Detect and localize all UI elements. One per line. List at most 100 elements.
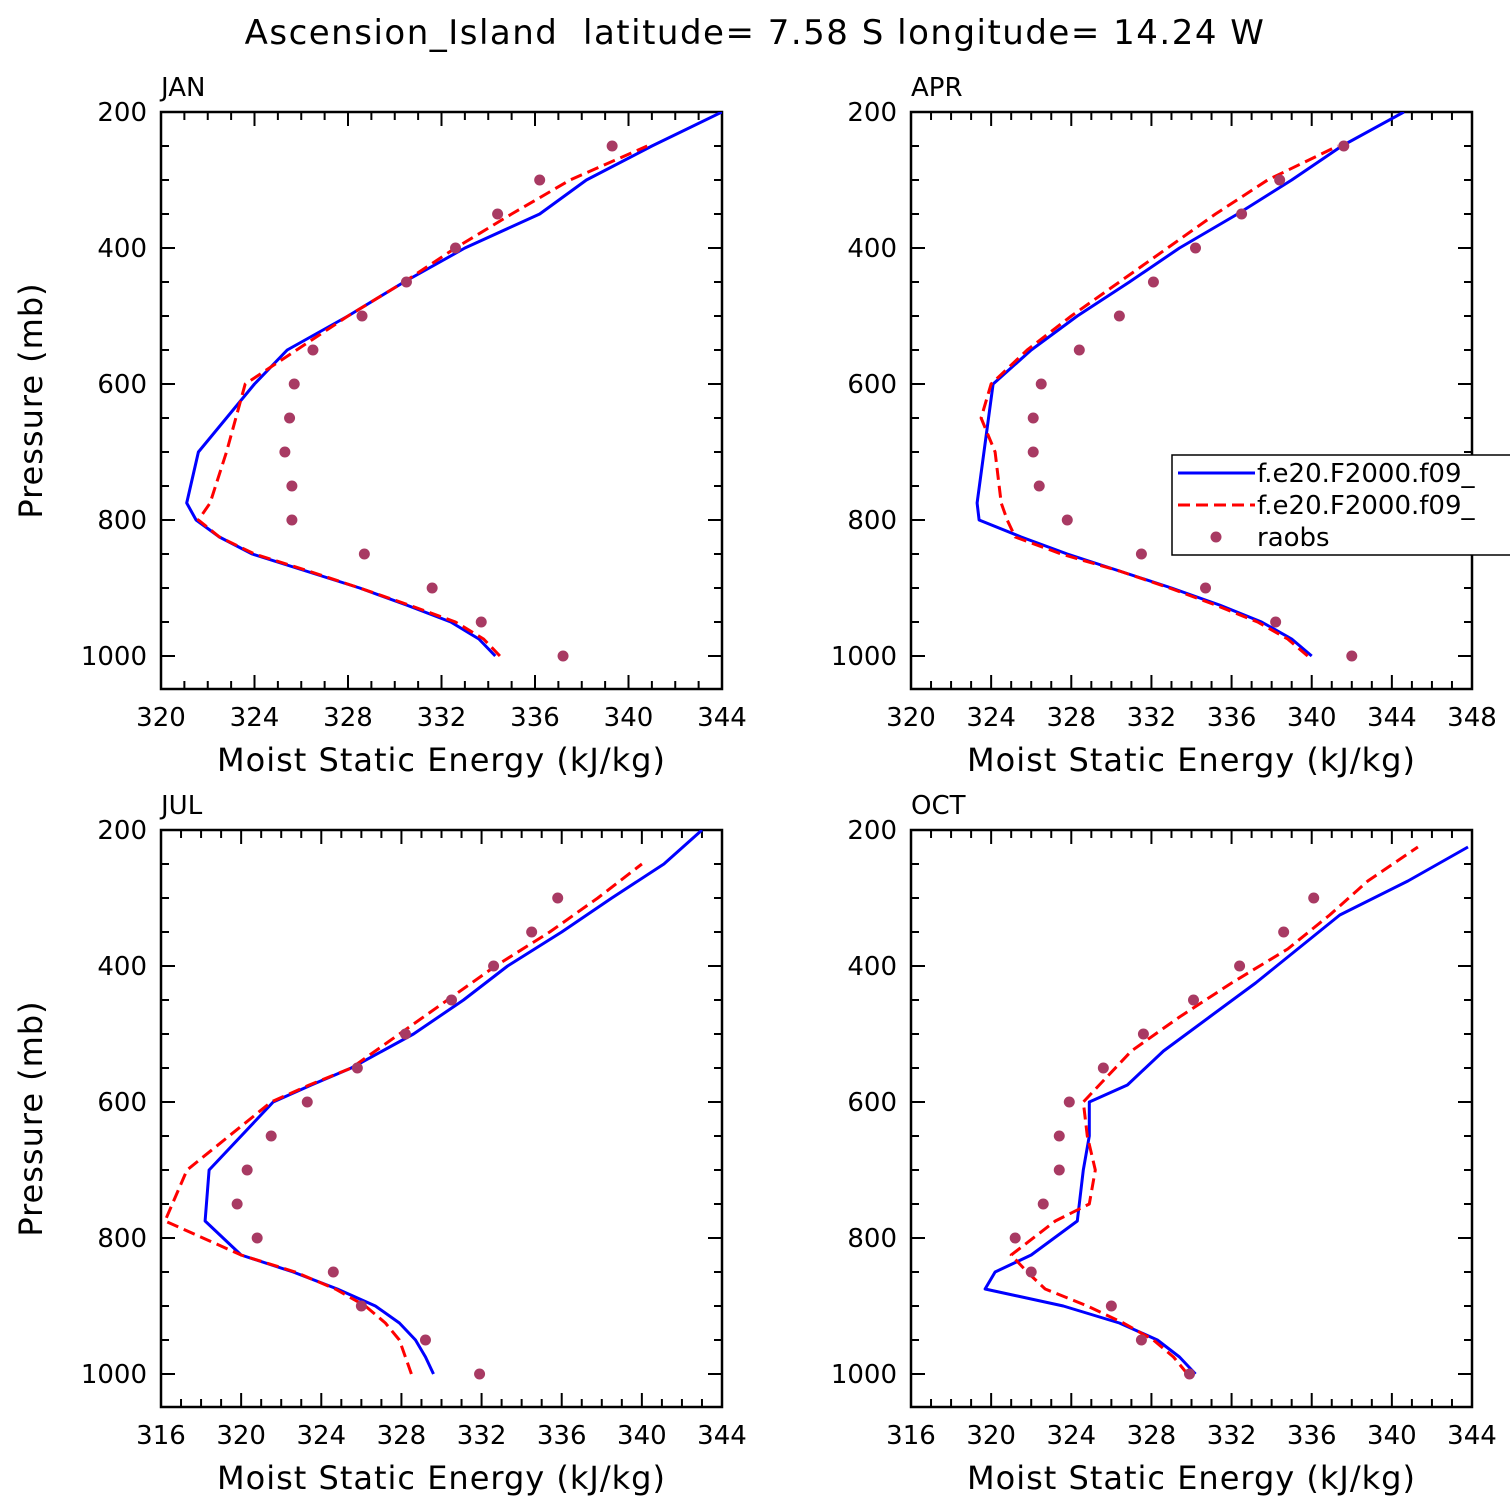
x-tick-label: 316 [886,1421,936,1451]
plot-frame [159,110,724,691]
series-line-model-b [196,144,648,658]
x-axis-label: Moist Static Energy (kJ/kg) [967,741,1416,779]
x-tick-label: 320 [216,1421,266,1451]
panel-label: OCT [911,791,966,821]
x-tick-label: 320 [886,703,936,733]
y-tick-label: 600 [847,370,897,400]
raobs-point [279,446,291,458]
raobs-point [327,1266,339,1278]
y-tick-label: 1000 [831,1360,897,1390]
y-tick-label: 1000 [81,1360,147,1390]
raobs-point [426,582,438,594]
raobs-point [358,548,370,560]
panel-label: JUL [159,791,203,821]
series-line-model-a [983,845,1469,1376]
x-tick-label: 332 [417,703,467,733]
plot-area [975,112,1405,662]
y-tick-label: 400 [97,952,147,982]
y-tick-label: 800 [97,1224,147,1254]
raobs-point [1147,276,1159,288]
x-axis-label: Moist Static Energy (kJ/kg) [217,741,666,779]
x-tick-label: 320 [966,1421,1016,1451]
x-tick-label: 336 [510,703,560,733]
y-tick-label: 600 [97,370,147,400]
y-axis-label: Pressure (mb) [12,1000,50,1236]
raobs-point [474,1368,486,1380]
series-line-model-a [185,112,722,658]
x-tick-label: 332 [1207,1421,1257,1451]
raobs-point [1105,1300,1117,1312]
raobs-point [1033,480,1045,492]
panel-apr: 320 324 328 332 336 340 344 348 200 400 600 800 1000… [831,73,1497,779]
raobs-point [1037,1198,1049,1210]
raobs-point [488,960,500,972]
panel-label: APR [911,73,963,103]
raobs-point [355,1300,367,1312]
raobs-point [1190,242,1202,254]
raobs-point [284,412,296,424]
y-tick-label: 800 [847,1224,897,1254]
raobs-point [1274,174,1286,186]
panel-jan: 320 324 328 332 336 340 344 200 400 600 800 1000 JAN… [12,73,747,779]
x-tick-label: 344 [1367,703,1417,733]
y-tick-label: 600 [97,1088,147,1118]
raobs-point [450,242,462,254]
raobs-point [1200,582,1212,594]
legend: f.e20.F2000.f09_ f.e20.F2000.f09_ raobs [1171,454,1510,556]
raobs-point [1009,1232,1021,1244]
x-tick-label: 336 [1287,1421,1337,1451]
y-tick-label: 800 [847,506,897,536]
x-tick-label: 332 [1127,703,1177,733]
x-tick-label: 324 [296,1421,346,1451]
raobs-point [1308,892,1320,904]
raobs-point [399,1028,411,1040]
raobs-point [1236,208,1248,220]
y-axis-label: Pressure (mb) [12,282,50,518]
raobs-point [1053,1130,1065,1142]
x-tick-label: 324 [230,703,280,733]
raobs-point [1027,412,1039,424]
raobs-point [1188,994,1200,1006]
x-axis-label: Moist Static Energy (kJ/kg) [967,1459,1416,1497]
series-line-model-b [1009,845,1419,1375]
y-tick-label: 200 [97,816,147,846]
raobs-point [286,514,298,526]
raobs-point [526,926,538,938]
legend-label-raobs: raobs [1257,523,1330,553]
plot-area [983,845,1469,1380]
raobs-point [475,616,487,628]
panel-oct: 316 320 324 328 332 336 340 344 200 400 600 800 1000… [831,791,1497,1497]
x-tick-label: 328 [1046,703,1096,733]
y-tick-label: 600 [847,1088,897,1118]
y-tick-label: 1000 [831,642,897,672]
raobs-point [356,310,368,322]
raobs-point [1137,1028,1149,1040]
y-tick-label: 400 [847,952,897,982]
raobs-point [419,1334,431,1346]
x-tick-label: 340 [1367,1421,1417,1451]
x-tick-label: 344 [697,703,747,733]
y-tick-label: 400 [847,234,897,264]
plot-area [163,830,703,1380]
raobs-point [1035,378,1047,390]
raobs-point [1270,616,1282,628]
x-tick-label: 324 [966,703,1016,733]
raobs-point [1135,548,1147,560]
raobs-point [1346,650,1358,662]
y-tick-label: 800 [97,506,147,536]
series-line-model-b [163,862,643,1375]
raobs-point [251,1232,263,1244]
raobs-point [1063,1096,1075,1108]
raobs-point [288,378,300,390]
raobs-point [1135,1334,1147,1346]
x-tick-label: 332 [457,1421,507,1451]
raobs-point [400,276,412,288]
raobs-point [1073,344,1085,356]
x-tick-label: 340 [604,703,654,733]
legend-swatch-raobs [1210,531,1222,543]
raobs-point [1053,1164,1065,1176]
x-tick-label: 336 [537,1421,587,1451]
x-tick-label: 336 [1207,703,1257,733]
legend-label-model-b: f.e20.F2000.f09_ [1257,491,1475,521]
x-tick-label: 328 [1127,1421,1177,1451]
